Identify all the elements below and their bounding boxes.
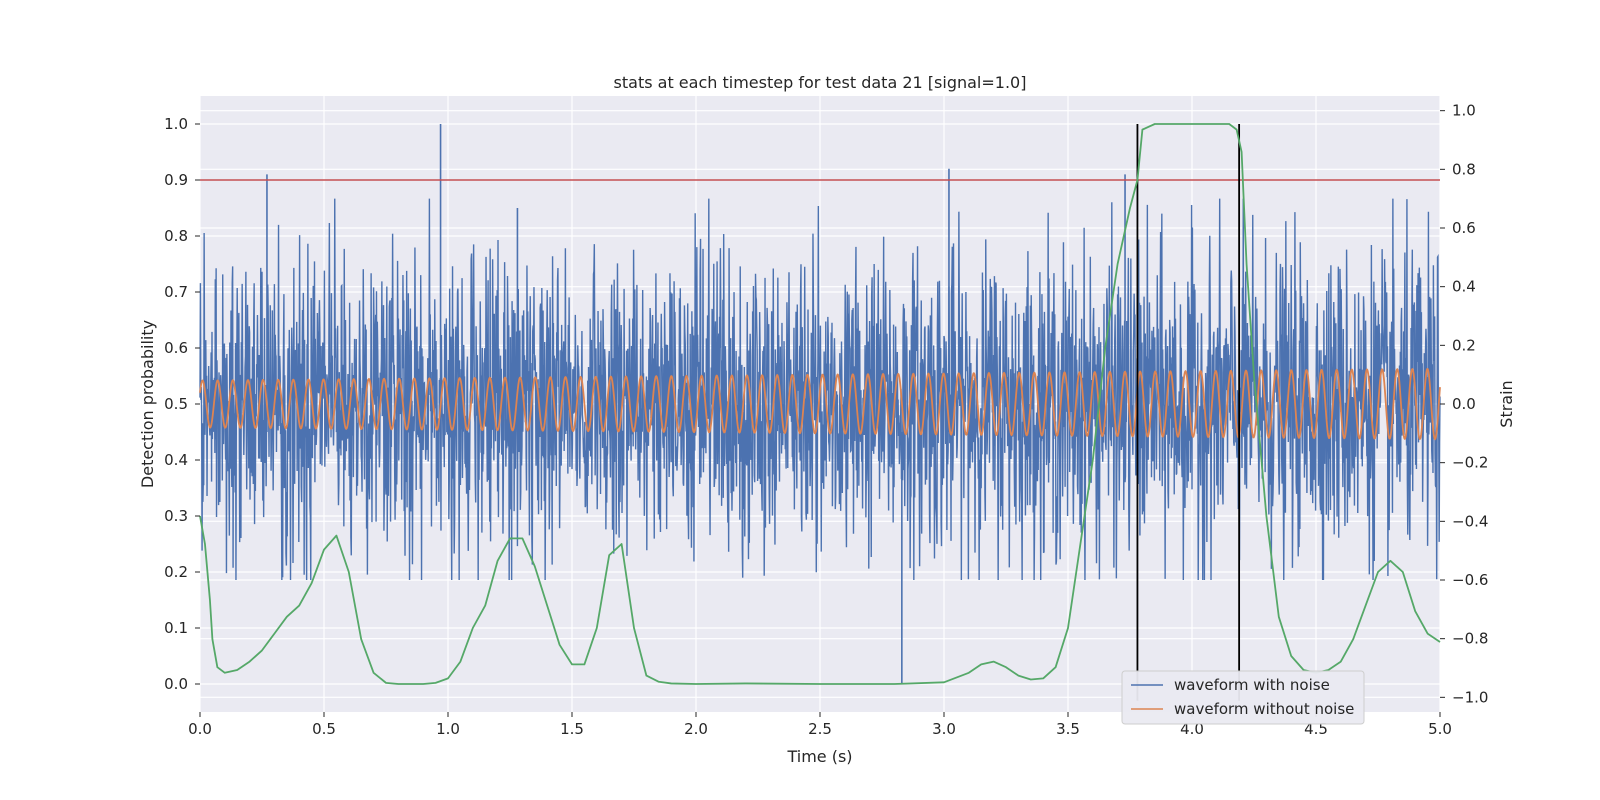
y-left-tick-label: 0.8: [164, 227, 188, 245]
y-right-tick-label: −0.8: [1452, 630, 1488, 648]
y-right-tick-label: 0.8: [1452, 160, 1476, 178]
y-right-tick-label: 0.6: [1452, 219, 1476, 237]
x-tick-label: 3.5: [1056, 720, 1080, 738]
x-tick-label: 5.0: [1428, 720, 1452, 738]
series-waveform-with-noise: [199, 198, 1441, 581]
y-right-tick-label: 0.2: [1452, 336, 1476, 354]
x-tick-label: 0.5: [312, 720, 336, 738]
y-left-tick-label: 0.3: [164, 507, 188, 525]
chart-title: stats at each timestep for test data 21 …: [614, 73, 1027, 92]
y-left-tick-label: 0.5: [164, 395, 188, 413]
x-tick-label: 1.0: [436, 720, 460, 738]
legend-box: [1121, 670, 1365, 725]
y-right-tick-label: −1.0: [1452, 688, 1488, 706]
x-tick-label: 2.5: [808, 720, 832, 738]
y-axis-left: 0.0 0.1 0.2 0.3 0.4 0.5 0.6 0.7 0.8 0.9 1.0: [164, 115, 200, 693]
y-axis-right: −1.0 −0.8 −0.6 −0.4 −0.2 0.0 0.2 0.4 0.6 0.8 1.0: [1440, 102, 1488, 706]
y-left-tick-label: 0.4: [164, 451, 188, 469]
x-tick-label: 3.0: [932, 720, 956, 738]
y-right-tick-label: 0.4: [1452, 278, 1476, 296]
x-axis-label: Time (s): [786, 747, 852, 766]
y-right-tick-label: −0.6: [1452, 571, 1488, 589]
y-left-tick-label: 1.0: [164, 115, 188, 133]
legend-label-clean: waveform without noise: [1174, 700, 1354, 718]
y-right-tick-label: −0.2: [1452, 454, 1488, 472]
x-tick-label: 1.5: [560, 720, 584, 738]
y-right-tick-label: 0.0: [1452, 395, 1476, 413]
legend: waveform with noise waveform without noi…: [1121, 670, 1365, 725]
x-axis: 0.0 0.5 1.0 1.5 2.0 2.5 3.0 3.5 4.0 4.5 5.0: [188, 712, 1452, 738]
y-left-tick-label: 0.1: [164, 619, 188, 637]
y-axis-left-label: Detection probability: [138, 320, 157, 488]
y-left-tick-label: 0.6: [164, 339, 188, 357]
series-waveform-without-noise: [199, 367, 1441, 441]
y-left-tick-label: 0.9: [164, 171, 188, 189]
legend-label-noisy: waveform with noise: [1174, 676, 1330, 694]
y-axis-right-label: Strain: [1497, 380, 1516, 427]
y-left-tick-label: 0.0: [164, 675, 188, 693]
series-detection-probability: [199, 123, 1441, 685]
plot-area: [199, 123, 1441, 701]
x-tick-label: 0.0: [188, 720, 212, 738]
x-tick-label: 2.0: [684, 720, 708, 738]
y-right-tick-label: −0.4: [1452, 512, 1488, 530]
y-left-tick-label: 0.2: [164, 563, 188, 581]
y-left-tick-label: 0.7: [164, 283, 188, 301]
y-right-tick-label: 1.0: [1452, 102, 1476, 120]
